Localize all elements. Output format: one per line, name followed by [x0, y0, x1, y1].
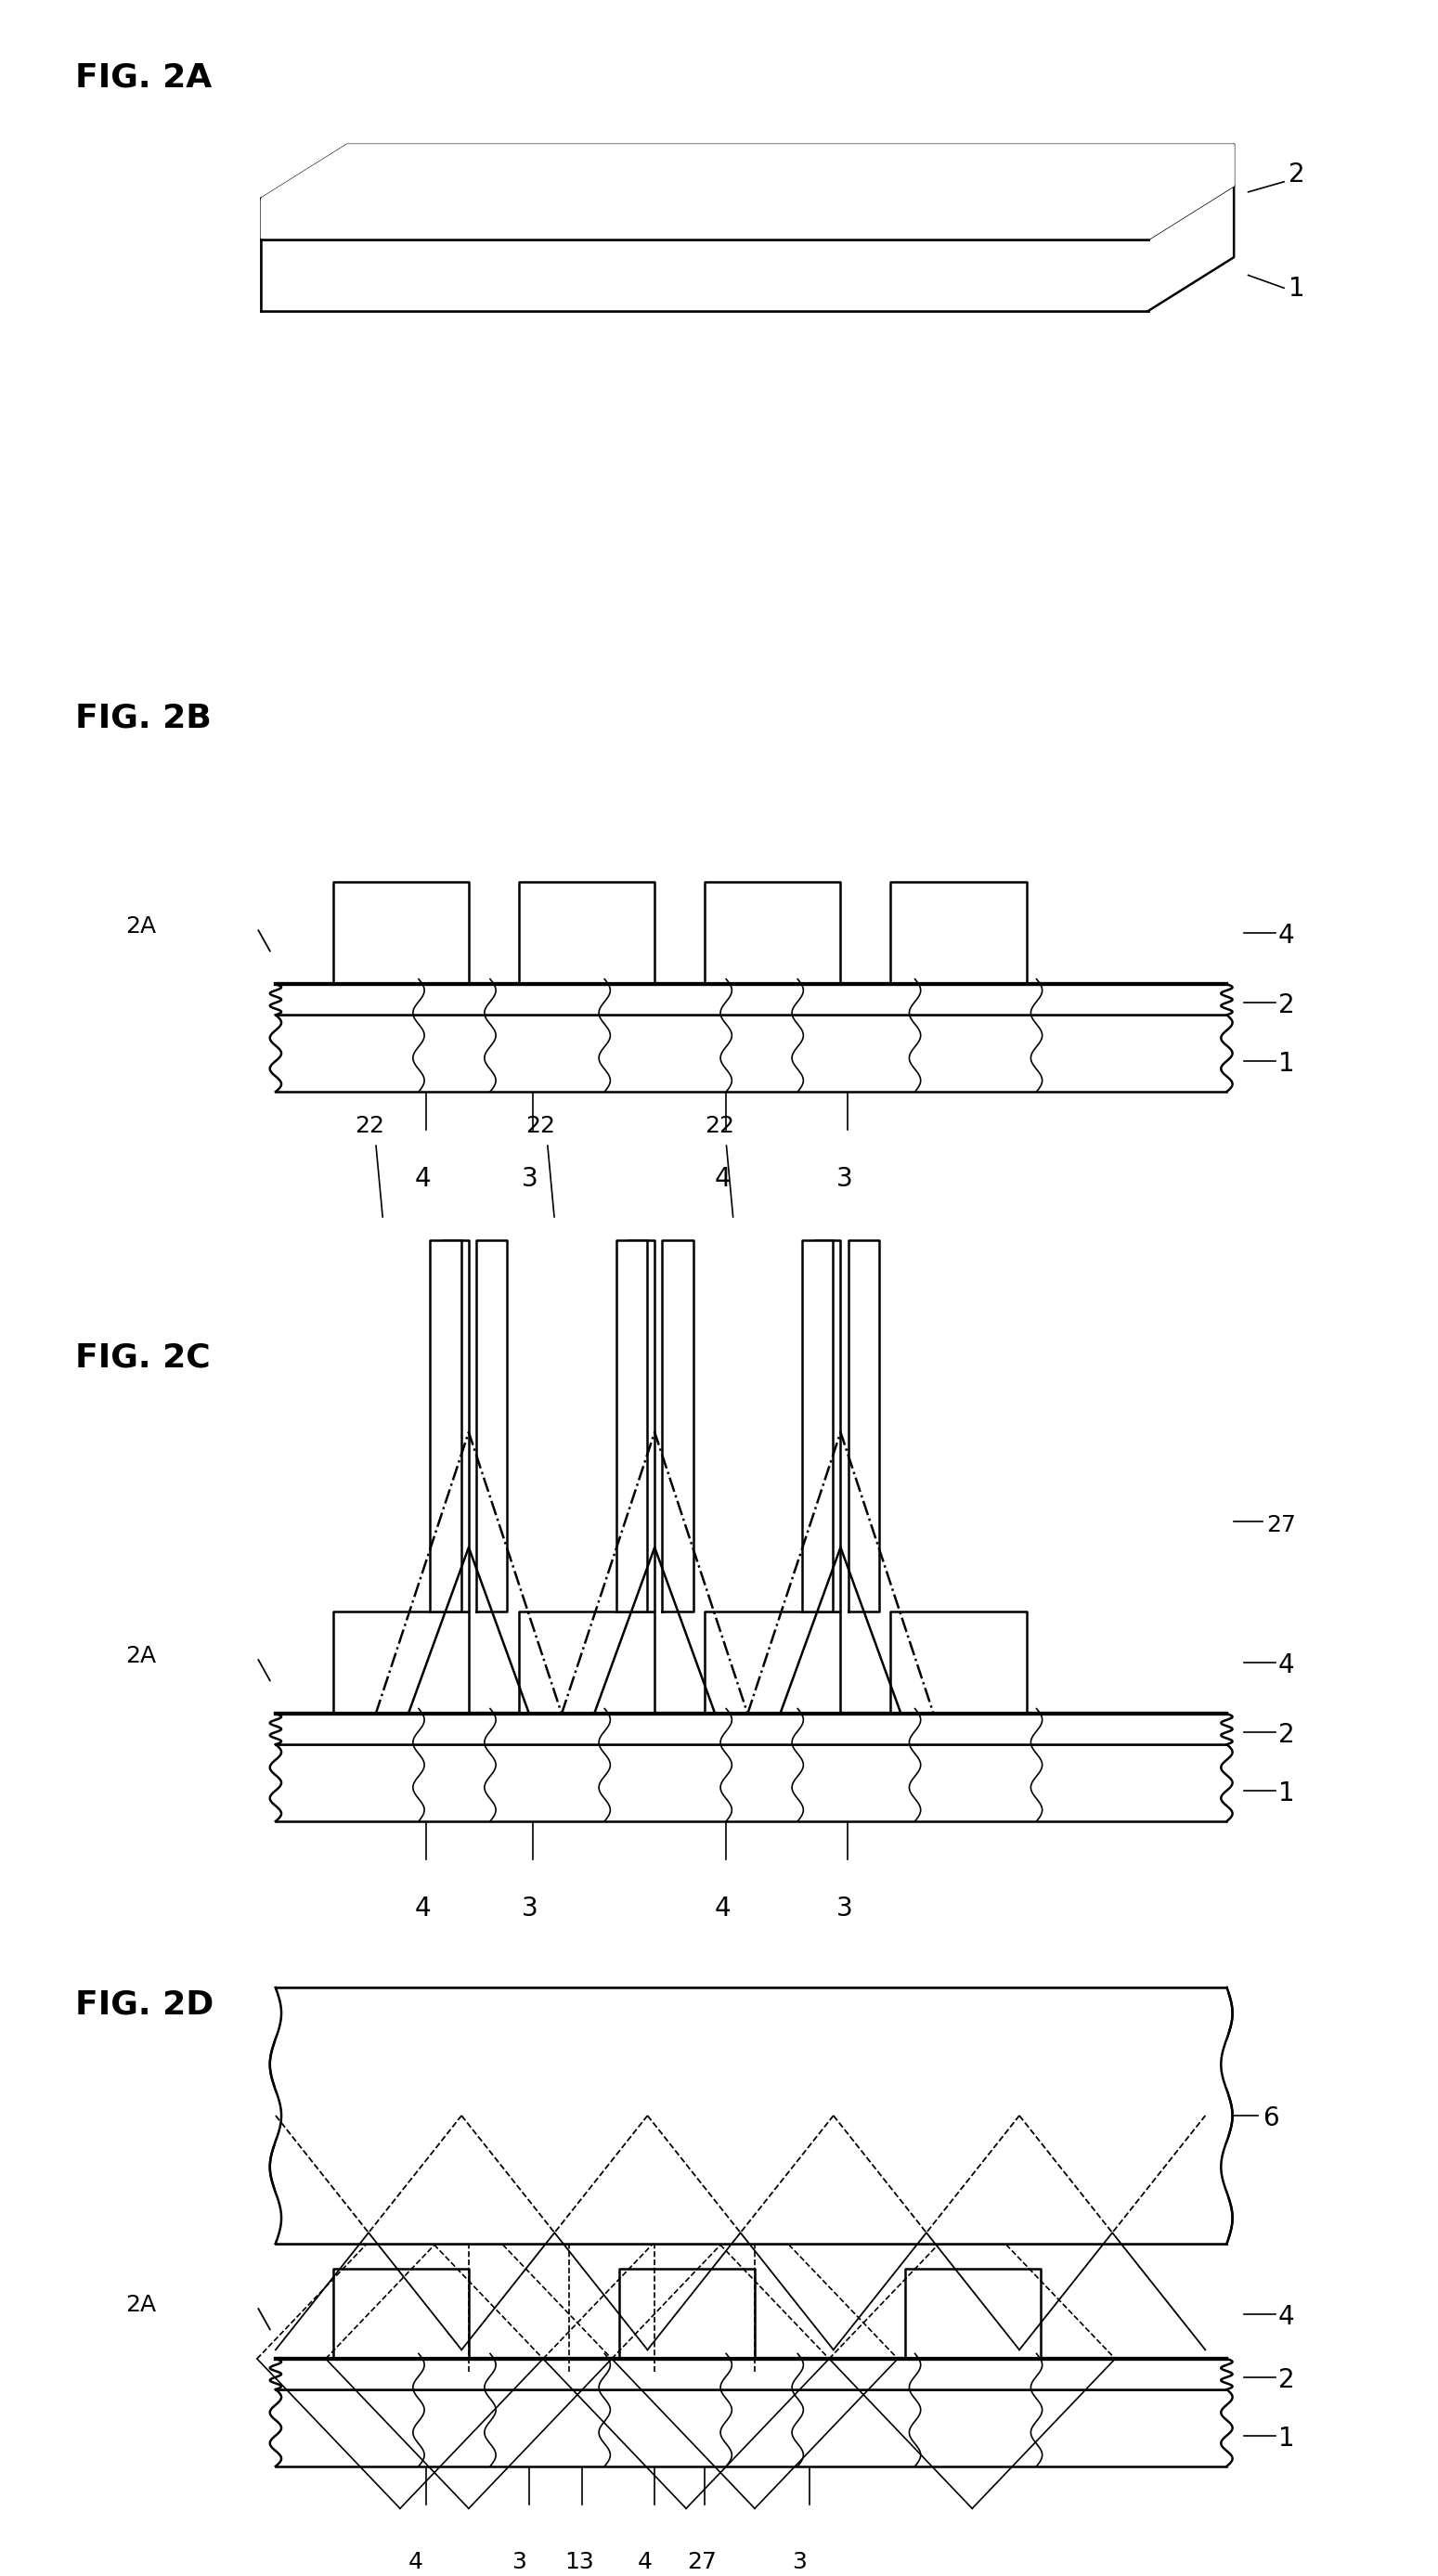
Polygon shape: [519, 881, 654, 984]
Text: FIG. 2C: FIG. 2C: [75, 1342, 210, 1373]
Polygon shape: [276, 1713, 1227, 1744]
Polygon shape: [1148, 185, 1234, 312]
Text: 1: 1: [1278, 2427, 1294, 2452]
Text: 4: 4: [408, 2550, 423, 2573]
Text: 2A: 2A: [125, 914, 157, 938]
Text: 1: 1: [1288, 276, 1304, 301]
Text: 2: 2: [1278, 992, 1294, 1018]
Polygon shape: [262, 185, 1234, 240]
Polygon shape: [815, 1239, 841, 1613]
Polygon shape: [519, 1613, 654, 1713]
Text: 4: 4: [1278, 1651, 1294, 1680]
Text: 3: 3: [792, 2550, 807, 2573]
Polygon shape: [332, 881, 469, 984]
Text: 4: 4: [1278, 2303, 1294, 2329]
Polygon shape: [705, 1613, 841, 1713]
Polygon shape: [276, 1015, 1227, 1092]
Text: 4: 4: [1278, 922, 1294, 948]
Text: 2A: 2A: [125, 1646, 157, 1667]
Text: 27: 27: [687, 2550, 718, 2573]
Polygon shape: [443, 1239, 469, 1613]
Polygon shape: [430, 1239, 462, 1613]
Polygon shape: [890, 1613, 1027, 1713]
Polygon shape: [615, 1239, 647, 1613]
Text: 3: 3: [837, 1896, 853, 1922]
Polygon shape: [332, 2269, 469, 2360]
Polygon shape: [628, 1239, 654, 1613]
Polygon shape: [618, 2269, 755, 2360]
Polygon shape: [262, 240, 1148, 312]
Text: 22: 22: [354, 1115, 384, 1139]
Text: 22: 22: [526, 1115, 555, 1139]
Text: 3: 3: [837, 1167, 853, 1193]
Polygon shape: [705, 881, 841, 984]
Text: 13: 13: [565, 2550, 594, 2573]
Text: 6: 6: [1263, 2105, 1278, 2130]
Polygon shape: [663, 1239, 693, 1613]
Polygon shape: [802, 1239, 833, 1613]
Polygon shape: [262, 144, 1234, 198]
Text: 4: 4: [715, 1896, 731, 1922]
Polygon shape: [890, 881, 1027, 984]
Text: FIG. 2A: FIG. 2A: [75, 62, 211, 93]
Text: 2A: 2A: [125, 2293, 157, 2316]
Polygon shape: [848, 1239, 879, 1613]
Text: FIG. 2D: FIG. 2D: [75, 1989, 214, 2022]
Text: FIG. 2B: FIG. 2B: [75, 701, 211, 734]
Polygon shape: [276, 984, 1227, 1015]
Text: 4: 4: [414, 1896, 431, 1922]
Text: 3: 3: [512, 2550, 526, 2573]
Polygon shape: [476, 1239, 508, 1613]
Text: 2: 2: [1278, 1721, 1294, 1749]
Text: 22: 22: [705, 1115, 735, 1139]
Text: 2: 2: [1288, 162, 1304, 188]
Text: 4: 4: [715, 1167, 731, 1193]
Polygon shape: [276, 2391, 1227, 2465]
Text: 1: 1: [1278, 1780, 1294, 1806]
Polygon shape: [332, 1613, 469, 1713]
Text: 27: 27: [1267, 1515, 1297, 1538]
Text: 4: 4: [637, 2550, 653, 2573]
Text: 2: 2: [1278, 2367, 1294, 2393]
Text: 1: 1: [1278, 1051, 1294, 1077]
Polygon shape: [1148, 144, 1234, 240]
Polygon shape: [276, 1744, 1227, 1821]
Polygon shape: [276, 1989, 1227, 2244]
Polygon shape: [276, 1989, 1227, 2244]
Text: 3: 3: [522, 1167, 538, 1193]
Polygon shape: [276, 2360, 1227, 2391]
Text: 3: 3: [522, 1896, 538, 1922]
Polygon shape: [262, 198, 1148, 240]
Polygon shape: [905, 2269, 1041, 2360]
Text: 4: 4: [414, 1167, 431, 1193]
